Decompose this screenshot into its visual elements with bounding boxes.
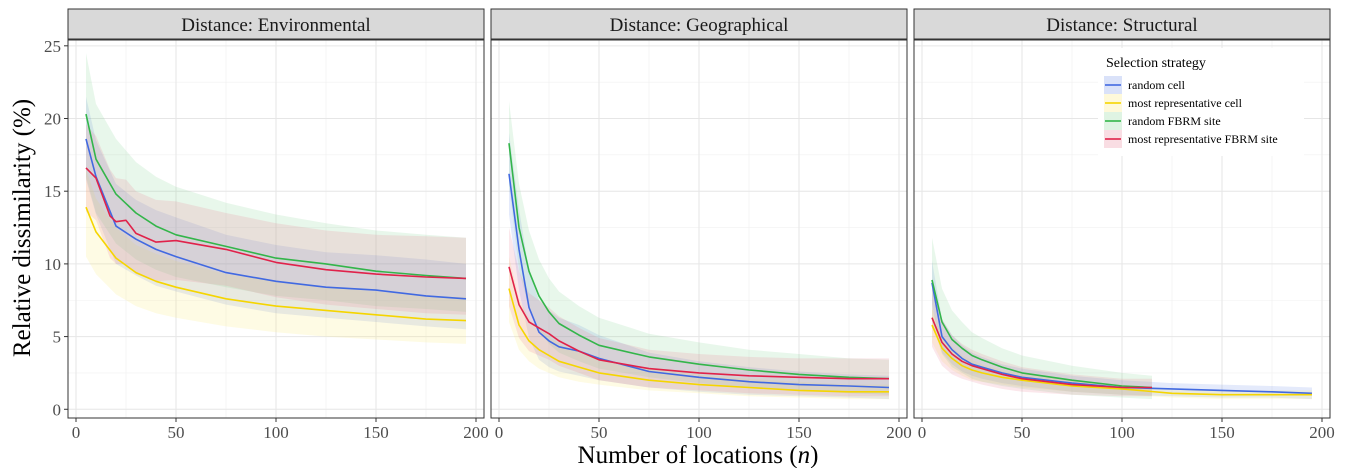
legend-title: Selection strategy [1106,56,1206,71]
x-axis-1: 0 50 100 150 200 [72,418,489,442]
x-axis-2: 0 50 100 150 200 [495,418,912,442]
confidence-band-most-representative-cell [509,256,889,400]
gridlines [491,40,907,418]
strip-background [913,8,1331,40]
confidence-band-most-representative-fbrm-site [86,124,466,315]
x-axis-3: 0 50 100 150 200 [918,418,1335,442]
series-line-most-representative-fbrm-site [931,317,1152,389]
series-line-most-representative-cell [931,324,1312,396]
x-tick-label: 100 [263,423,289,442]
panel-1: Distance: Environmental 0 50 100 150 200 [67,8,489,442]
y-tick-label: 15 [44,182,61,201]
series-line-most-representative-fbrm-site [508,266,889,380]
legend-label: random FBRM site [1128,114,1221,128]
y-tick-label: 5 [53,328,62,347]
x-tick-label: 150 [363,423,389,442]
series-line-most-representative-fbrm-site [85,167,467,280]
y-axis-title: Relative dissimilarity (%) [9,99,36,357]
strip-label: Distance: Geographical [610,15,789,36]
strip-label: Distance: Environmental [181,15,370,36]
x-axis-title-prefix: Number of locations ( [578,442,798,468]
legend-background [1098,48,1304,156]
legend-label: random cell [1128,78,1186,92]
strip-label: Distance: Structural [1046,15,1197,36]
y-axis: 0 5 10 15 20 25 [44,37,68,419]
series-line-random-fbrm-site [508,143,890,380]
x-tick-label: 200 [463,423,489,442]
series-line-most-representative-cell [508,288,889,393]
series-lines [85,113,467,322]
x-tick-label: 50 [591,423,608,442]
y-tick-label: 20 [44,110,61,129]
x-tick-label: 200 [886,423,912,442]
x-tick-label: 0 [918,423,927,442]
confidence-band-random-fbrm-site [86,53,466,312]
series-line-random-fbrm-site [85,113,467,280]
panel-2: Distance: Geographical 0 50 100 150 200 [490,8,912,442]
x-tick-label: 200 [1309,423,1335,442]
y-tick-label: 0 [53,400,62,419]
x-axis-title-variable: n [798,442,811,468]
legend-label: most representative cell [1128,96,1243,110]
gridlines [68,40,484,418]
confidence-band-random-fbrm-site [932,237,1152,400]
strip-background [67,8,485,40]
x-tick-label: 150 [786,423,812,442]
series-line-random-fbrm-site [931,279,1153,389]
ribbons [509,101,889,400]
legend-label: most representative FBRM site [1128,132,1278,146]
confidence-band-random-fbrm-site [509,101,889,395]
confidence-band-most-representative-cell [932,307,1312,400]
x-axis-title-suffix: ) [810,442,818,468]
x-tick-label: 0 [495,423,504,442]
confidence-band-most-representative-fbrm-site [509,227,889,397]
x-tick-label: 150 [1209,423,1235,442]
x-tick-label: 100 [686,423,712,442]
legend: Selection strategy random cell most repres… [1098,48,1304,156]
confidence-band-most-representative-cell [86,169,466,344]
x-tick-label: 50 [1014,423,1031,442]
y-tick-label: 25 [44,37,61,56]
x-tick-label: 100 [1109,423,1135,442]
series-lines [931,279,1313,396]
x-tick-label: 0 [72,423,81,442]
series-line-most-representative-cell [85,206,467,322]
series-lines [508,143,890,393]
x-axis-title: Number of locations (n) [578,442,819,468]
x-tick-label: 50 [168,423,185,442]
y-tick-label: 10 [44,255,61,274]
series-line-random-cell [931,282,1313,395]
strip-background [490,8,908,40]
